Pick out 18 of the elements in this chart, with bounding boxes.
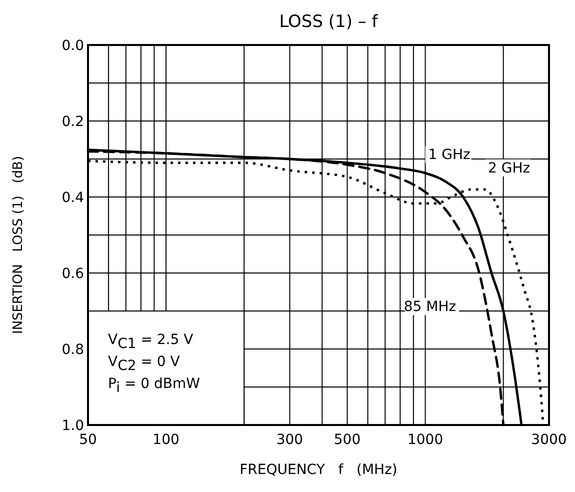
text: 85 MHz [404,299,456,315]
y-tick-label: 0.2 [62,114,84,130]
y-tick-label: 0.8 [62,342,84,358]
x-tick-label: 500 [334,432,361,448]
y-tick-label: 0.6 [62,266,84,282]
y-axis-title: INSERTION LOSS (1) (dB) [11,156,26,334]
x-tick-label: 1000 [407,432,444,448]
y-tick-label: 0.4 [62,190,84,206]
x-tick-label: 50 [79,432,97,448]
chart-title: LOSS (1) – f [279,12,379,32]
series-label: 2 GHz [488,160,530,176]
series-label: 1 GHz [428,147,470,163]
x-tick-label: 300 [276,432,304,448]
y-tick-label: 1.0 [62,418,84,434]
x-tick-label: 100 [152,432,180,448]
y-tick-label: 0.0 [62,38,84,54]
x-axis-title: FREQUENCY f (MHz) [240,462,398,478]
x-tick-label: 3000 [531,432,567,448]
